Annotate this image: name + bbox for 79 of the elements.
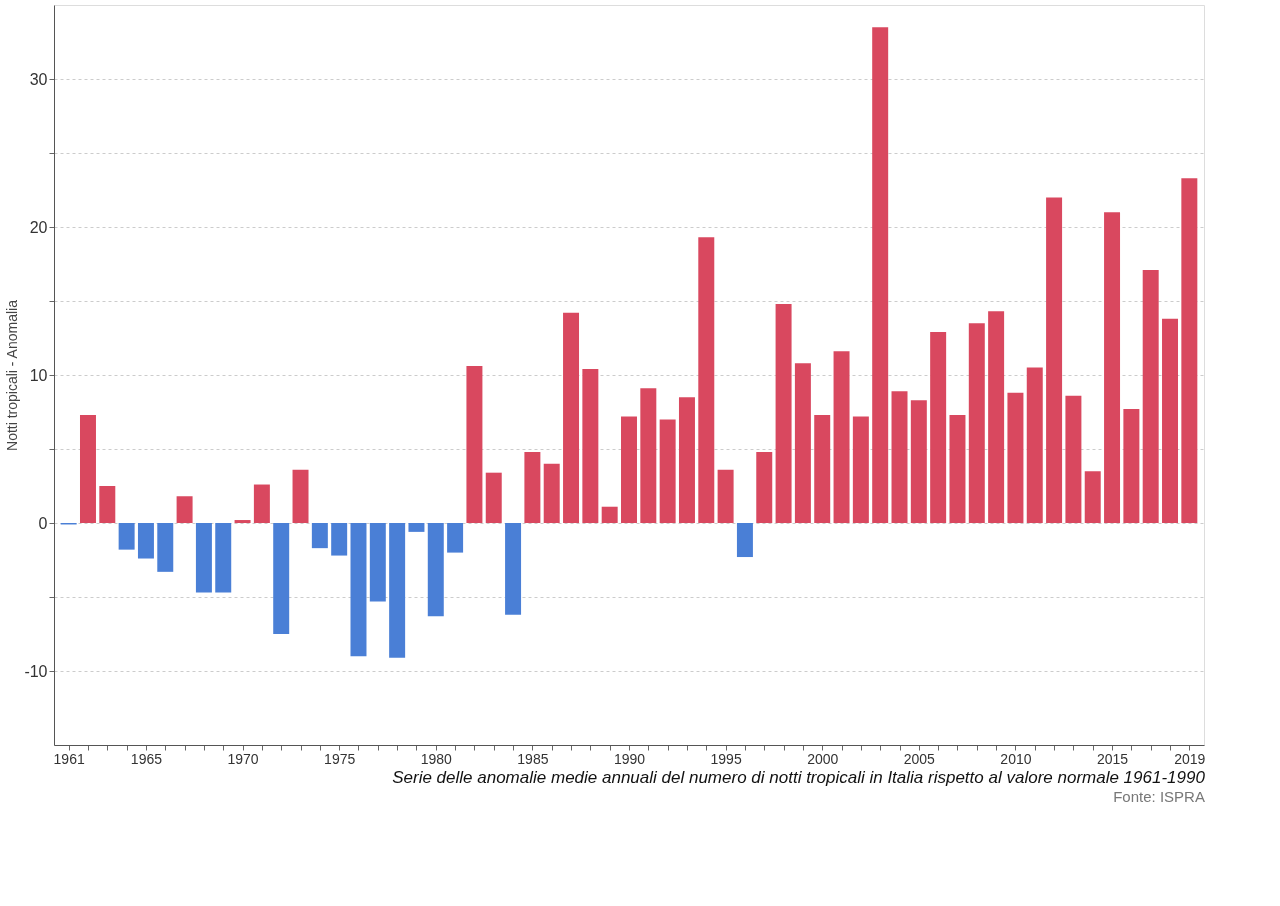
text: Serie delle anomalie medie annuali del numero di notti tropicali in Italia rispetto al valore normale 1961-1990	[392, 768, 1206, 787]
bar	[621, 416, 637, 523]
bar	[930, 332, 947, 523]
bar	[311, 523, 328, 549]
bar	[369, 523, 386, 602]
bar	[968, 323, 985, 523]
bar	[563, 312, 580, 523]
bar	[814, 414, 831, 523]
bar	[253, 484, 270, 523]
bar	[1065, 395, 1082, 523]
bar	[195, 523, 212, 593]
x-tick-label: 2015	[1096, 750, 1129, 767]
bar	[1104, 212, 1121, 523]
y-tick-label: 30	[29, 70, 48, 88]
x-tick-label: 1995	[710, 750, 742, 767]
bar	[176, 496, 193, 523]
x-tick-label: 2019	[1174, 750, 1206, 767]
bar	[1026, 367, 1043, 523]
y-axis-title: Notti tropicali - Anomalia	[4, 299, 21, 451]
bar	[157, 523, 174, 572]
bar	[988, 311, 1005, 523]
bar	[1046, 197, 1063, 523]
bar	[1123, 409, 1140, 523]
bar	[331, 523, 348, 556]
bar	[949, 414, 966, 523]
bar	[1162, 318, 1179, 523]
bar	[234, 520, 251, 523]
bar	[582, 369, 599, 523]
bar	[640, 388, 657, 523]
bar	[408, 523, 425, 532]
bar	[99, 486, 116, 523]
bar	[273, 523, 290, 634]
bar	[717, 469, 734, 523]
bar	[775, 303, 792, 523]
bar	[215, 523, 232, 593]
bar	[698, 237, 715, 523]
bar	[601, 506, 618, 523]
x-tick-label: 2010	[1000, 750, 1032, 767]
bar	[1142, 269, 1159, 523]
source-note: Fonte: ISPRA	[1113, 788, 1205, 805]
bar	[1181, 178, 1198, 523]
bar	[137, 523, 154, 559]
bar	[389, 523, 406, 658]
bar	[505, 523, 522, 615]
x-tick-label: 2000	[807, 750, 839, 767]
bar	[1007, 392, 1024, 523]
bar	[678, 397, 695, 523]
bar	[485, 472, 502, 523]
x-tick-label: 1990	[613, 750, 646, 767]
bar	[872, 27, 889, 523]
x-tick-label: 1965	[130, 750, 163, 767]
x-tick-label: 1985	[517, 750, 549, 767]
y-tick-label: 20	[29, 218, 48, 236]
bar	[524, 451, 541, 523]
bar	[118, 523, 135, 550]
x-tick-label: 1975	[324, 750, 356, 767]
x-tick-label: 1961	[53, 750, 85, 767]
bar	[79, 414, 96, 523]
bar	[833, 351, 850, 523]
bar	[1084, 471, 1101, 523]
x-tick-label: 1970	[227, 750, 259, 767]
bar	[427, 523, 444, 617]
bar	[910, 400, 927, 523]
bar	[466, 366, 483, 523]
bar	[756, 451, 773, 523]
x-tick-label: 2005	[903, 750, 936, 767]
bar	[736, 523, 753, 558]
y-tick-label: 10	[29, 366, 48, 384]
bar	[292, 469, 309, 523]
y-tick-label: -10	[24, 662, 48, 680]
x-tick-label: 1980	[420, 750, 453, 767]
bar	[794, 363, 811, 523]
bar	[447, 523, 464, 553]
y-tick-label: 0	[38, 514, 48, 532]
bar	[891, 391, 908, 523]
bar	[543, 463, 560, 523]
bar	[852, 416, 869, 523]
bar	[350, 523, 367, 657]
bar	[659, 419, 676, 523]
